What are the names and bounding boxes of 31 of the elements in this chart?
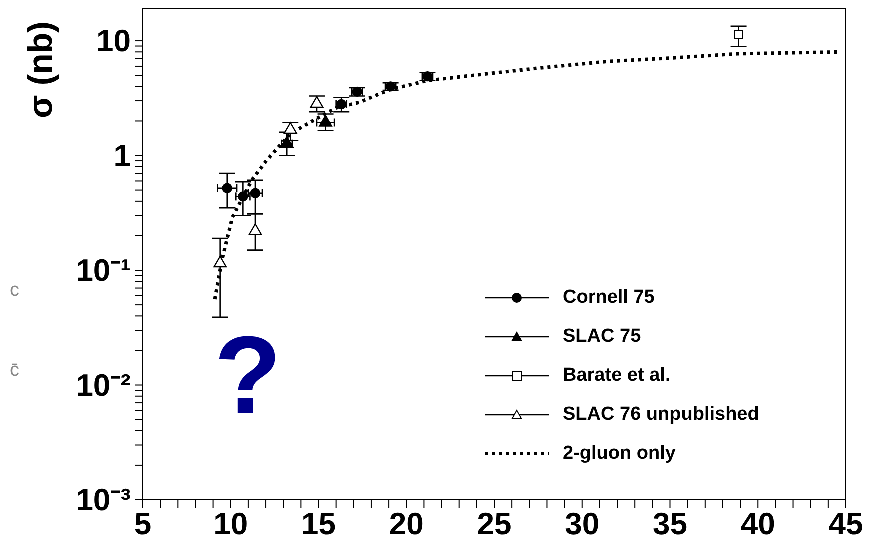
point — [310, 96, 324, 108]
point — [734, 30, 744, 40]
legend-label: 2-gluon only — [563, 442, 676, 464]
x-tick-label: 10 — [214, 506, 248, 542]
y-tick-label: 10 — [96, 24, 131, 59]
x-tick-label: 20 — [389, 506, 424, 542]
point — [214, 256, 228, 268]
legend-label: SLAC 75 — [563, 326, 642, 348]
point — [284, 122, 298, 134]
text: c̄ — [10, 360, 20, 381]
point — [248, 224, 262, 236]
x-tick-label: 15 — [302, 506, 336, 542]
x-tick-label: 40 — [740, 506, 776, 542]
point — [222, 183, 232, 194]
x-tick-label: 30 — [565, 506, 600, 542]
y-tick-label: 10⁻² — [76, 368, 131, 403]
point — [250, 188, 261, 198]
y-tick-label: 10⁻³ — [76, 482, 131, 518]
legend-label: Cornell 75 — [563, 286, 655, 308]
x-tick-label: 5 — [134, 506, 152, 542]
legend-label: Barate et al. — [563, 364, 671, 386]
x-tick-label: 35 — [653, 506, 688, 542]
legend-label: SLAC 76 unpublished — [563, 404, 760, 426]
x-tick-label: 45 — [828, 506, 864, 542]
y-axis-title: σ (nb) — [22, 22, 60, 118]
y-tick-label: 1 — [114, 138, 131, 174]
point — [238, 192, 248, 202]
y-tick-label: 10⁻¹ — [76, 253, 131, 288]
annotation: ? — [214, 314, 282, 437]
text: c — [10, 280, 20, 301]
x-tick-label: 25 — [477, 506, 512, 542]
